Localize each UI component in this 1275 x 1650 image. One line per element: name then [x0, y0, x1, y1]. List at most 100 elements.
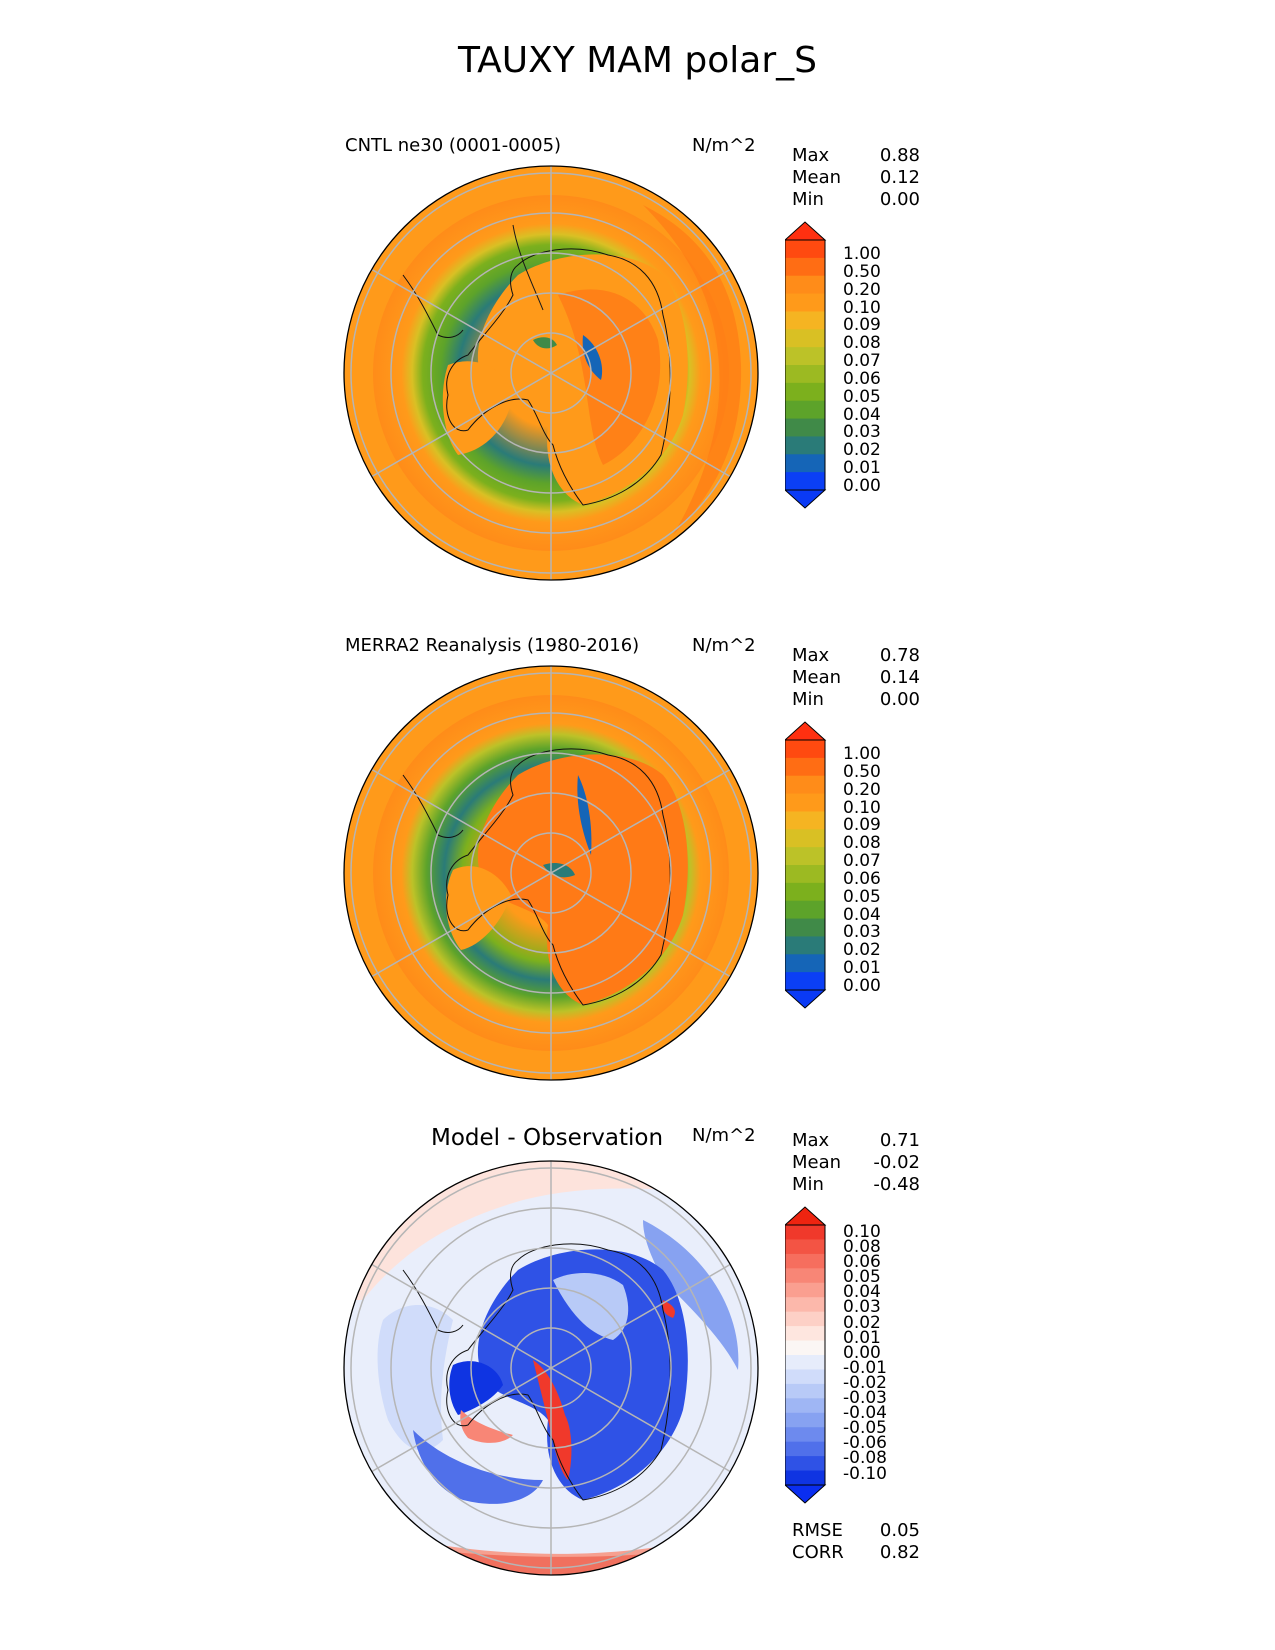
colorbar-difference	[785, 1206, 827, 1504]
colorbar-segment	[785, 936, 825, 955]
colorbar-tick-label: 0.02	[843, 440, 881, 461]
colorbar-segment	[785, 900, 825, 920]
colorbar-extend-bottom	[785, 489, 827, 509]
colorbar-tick-label: 0.04	[843, 1282, 881, 1303]
colorbar-segment	[785, 1456, 825, 1472]
colorbar-extend-top	[785, 221, 827, 241]
colorbar-tick-label: 0.00	[843, 475, 881, 496]
colorbar-tick-label: 0.07	[843, 351, 881, 372]
panel-title: CNTL ne30 (0001-0005)	[345, 135, 562, 156]
colorbar-tick-label: -0.03	[843, 1388, 887, 1409]
colorbar-segment	[785, 311, 825, 330]
stat-mean: Mean 0.12	[792, 167, 920, 188]
colorbar-segment	[785, 400, 825, 420]
colorbar-segment	[785, 882, 825, 902]
colorbar-merra2	[785, 721, 827, 1009]
colorbar-tick-label: 0.01	[843, 958, 881, 979]
colorbar-tick-labels: 0.10 0.08 0.06 0.05 0.04 0.03 0.02 0.01 0.00 -0.0…	[843, 1223, 887, 1484]
colorbar-tick-label: 0.09	[843, 815, 881, 836]
colorbar-segment	[785, 436, 825, 455]
colorbar-segment	[785, 1225, 825, 1240]
colorbar-tick-label: 0.05	[843, 1267, 881, 1288]
colorbar-tick-label: -0.02	[843, 1372, 887, 1393]
colorbar-tick-label: 0.05	[843, 386, 881, 407]
colorbar-tick-label: 0.10	[843, 297, 881, 318]
colorbar-extend-top	[785, 721, 827, 741]
stat-rmse: RMSE 0.05	[792, 1520, 920, 1541]
figure-title: TAUXY MAM polar_S	[457, 40, 818, 81]
colorbar-tick-label: -0.06	[843, 1433, 887, 1454]
colorbar-segment	[785, 865, 825, 884]
colorbar-tick-labels: 1.00 0.50 0.20 0.10 0.09 0.08 0.07 0.06 0.05 0.04…	[843, 244, 881, 496]
colorbar-extend-bottom	[785, 989, 827, 1009]
units-label: N/m^2	[692, 135, 756, 156]
colorbar-tick-label: 0.07	[843, 851, 881, 872]
colorbar-segment	[785, 418, 825, 437]
colorbar-segment	[785, 1398, 825, 1414]
colorbar-segment	[785, 1253, 825, 1269]
colorbar-tick-label: 0.00	[843, 975, 881, 996]
colorbar-tick-label: 0.08	[843, 1237, 881, 1258]
stat-max: Max 0.88	[792, 145, 920, 166]
colorbar-tick-label: 0.04	[843, 904, 881, 925]
stats-block: Max 0.78 Mean 0.14 Min 0.00	[792, 645, 920, 711]
colorbar-tick-label: 1.00	[843, 744, 881, 764]
colorbar-tick-label: -0.04	[843, 1403, 887, 1424]
colorbar-tick-label: 0.02	[843, 1312, 881, 1333]
colorbar-segment	[785, 365, 825, 384]
colorbar-outline	[785, 739, 826, 991]
colorbar-outline	[785, 1224, 826, 1486]
colorbar-segment	[785, 954, 825, 973]
metrics-block: RMSE 0.05 CORR 0.82	[792, 1520, 920, 1564]
colorbar-tick-labels: 1.00 0.50 0.20 0.10 0.09 0.08 0.07 0.06 0.05 0.04…	[843, 744, 881, 996]
colorbar-tick-label: 0.08	[843, 333, 881, 354]
panel-cntl: CNTL ne30 (0001-0005) N/m^2 Max 0.88 Mean…	[0, 125, 1275, 605]
stat-min: Min 0.00	[792, 689, 920, 710]
colorbar-tick-label: 0.04	[843, 404, 881, 425]
colorbar-tick-label: 0.01	[843, 1327, 881, 1348]
stat-mean: Mean -0.02	[792, 1152, 920, 1173]
colorbar-segment	[785, 1239, 825, 1255]
colorbar-tick-label: 0.09	[843, 315, 881, 336]
colorbar-tick-label: 0.00	[843, 1342, 881, 1363]
colorbar-segment	[785, 1412, 825, 1428]
colorbar-segment	[785, 1470, 825, 1486]
stat-max: Max 0.78	[792, 645, 920, 666]
colorbar-segment	[785, 347, 825, 366]
colorbar-segment	[785, 1297, 825, 1313]
colorbar-segment	[785, 1383, 825, 1399]
colorbar-segment	[785, 918, 825, 937]
colorbar-tick-label: 0.03	[843, 922, 881, 943]
colorbar-cntl	[785, 221, 827, 509]
colorbar-segment	[785, 829, 825, 848]
colorbar-extend-bottom	[785, 1484, 827, 1504]
colorbar-tick-label: 0.03	[843, 422, 881, 443]
colorbar-segment	[785, 382, 825, 402]
colorbar-tick-label: 0.08	[843, 833, 881, 854]
colorbar-tick-label: -0.10	[843, 1463, 887, 1484]
colorbar-segment	[785, 740, 825, 759]
panel-title: Model - Observation	[431, 1125, 664, 1151]
colorbar-tick-label: -0.01	[843, 1357, 887, 1378]
stat-max: Max 0.71	[792, 1130, 920, 1151]
colorbar-tick-label: -0.08	[843, 1448, 887, 1469]
polar-map-merra2	[343, 665, 759, 1081]
colorbar-segment	[785, 454, 825, 473]
colorbar-outline	[785, 239, 826, 491]
colorbar-tick-label: 1.00	[843, 244, 881, 264]
polar-map-difference	[343, 1160, 759, 1576]
colorbar-segment	[785, 757, 825, 777]
polar-map-cntl	[343, 165, 759, 581]
stat-mean: Mean 0.14	[792, 667, 920, 688]
units-label: N/m^2	[692, 1125, 756, 1146]
stats-block: Max 0.71 Mean -0.02 Min -0.48	[792, 1130, 920, 1196]
colorbar-segment	[785, 275, 825, 295]
colorbar-segment	[785, 240, 825, 259]
colorbar-segment	[785, 1282, 825, 1298]
colorbar-tick-label: 0.03	[843, 1297, 881, 1318]
colorbar-segment	[785, 1326, 825, 1342]
panel-diff: Model - Observation N/m^2 Max 0.71 Mean -0…	[0, 1125, 1275, 1605]
panel-title: MERRA2 Reanalysis (1980-2016)	[345, 635, 640, 656]
colorbar-segment	[785, 1340, 825, 1356]
colorbar-segment	[785, 472, 825, 491]
